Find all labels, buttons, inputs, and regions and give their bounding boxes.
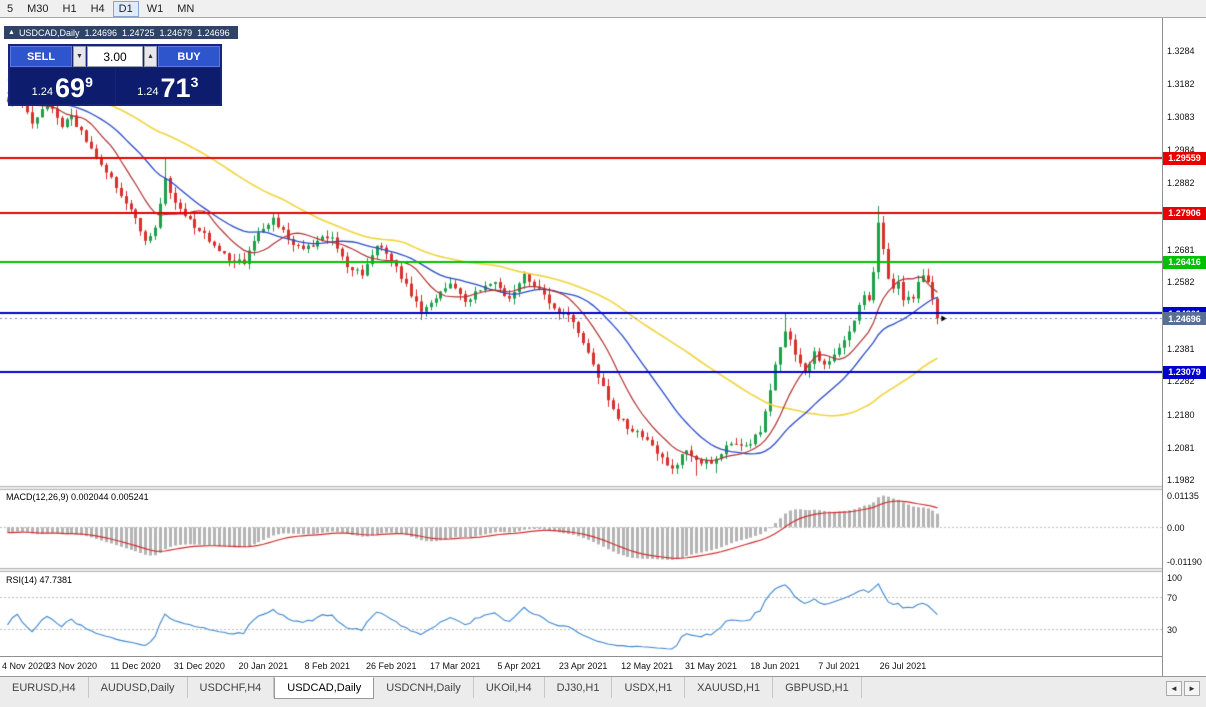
date-axis-tick: 8 Feb 2021 xyxy=(304,661,351,671)
date-axis-tick: 31 May 2021 xyxy=(685,661,738,671)
price-axis-tick: 1.2081 xyxy=(1167,442,1195,453)
ohlc-low: 1.24679 xyxy=(159,27,193,38)
timeframe-button-w1[interactable]: W1 xyxy=(141,1,170,17)
date-axis[interactable]: 4 Nov 2020 23 Nov 2020 11 Dec 2020 31 Dec 2… xyxy=(0,656,1162,676)
chart-title-bar: ▲ USDCAD,Daily 1.24696 1.24725 1.24679 1… xyxy=(4,26,238,39)
price-axis-tick: 1.2984 xyxy=(1167,144,1195,155)
volume-increase-button[interactable]: ▲ xyxy=(144,46,157,67)
collapse-icon[interactable]: ▲ xyxy=(8,29,15,36)
price-axis-tick: 1.3284 xyxy=(1167,45,1195,56)
tab-gbpusd-h1[interactable]: GBPUSD,H1 xyxy=(773,677,862,698)
tab-xauusd-h1[interactable]: XAUUSD,H1 xyxy=(685,677,774,698)
chart-tab-bar: EURUSD,H4 AUDUSD,Daily USDCHF,H4 USDCAD,Dai… xyxy=(0,676,1206,707)
level-tag-1.23079: 1.23079 xyxy=(1163,365,1206,379)
price-axis-tick: 1.2582 xyxy=(1167,277,1195,288)
price-axis-tick: 1.2282 xyxy=(1167,376,1195,387)
tabs-scroll-left-button[interactable]: ◄ xyxy=(1166,681,1182,696)
volume-input[interactable]: 3.00 xyxy=(87,46,143,67)
date-axis-tick: 5 Apr 2021 xyxy=(497,661,541,671)
rsi-label: RSI(14) 47.7381 xyxy=(6,575,73,585)
price-axis-tick: 1.3083 xyxy=(1167,112,1195,123)
date-axis-tick: 4 Nov 2020 xyxy=(2,661,49,671)
tab-dj30-h1[interactable]: DJ30,H1 xyxy=(545,677,613,698)
date-axis-tick: 18 Jun 2021 xyxy=(750,661,800,671)
price-axis-tick: 1.2381 xyxy=(1167,343,1195,354)
timeframe-button-h4[interactable]: H4 xyxy=(85,1,111,17)
rsi-axis-tick: 100 xyxy=(1167,573,1183,583)
date-axis-tick: 26 Jul 2021 xyxy=(879,661,927,671)
volume-decrease-button[interactable]: ▼ xyxy=(73,46,86,67)
chart-canvas[interactable] xyxy=(0,18,1162,656)
tabs-scroll-right-button[interactable]: ► xyxy=(1184,681,1200,696)
sell-price-big: 69 xyxy=(55,72,86,103)
tab-usdcad-daily[interactable]: USDCAD,Daily xyxy=(274,677,375,699)
sell-button[interactable]: SELL xyxy=(10,46,72,67)
level-tag-1.26416: 1.26416 xyxy=(1163,255,1206,269)
ohlc-close: 1.24696 xyxy=(197,27,230,38)
timeframe-toolbar: 5 M30 H1 H4 D1 W1 MN xyxy=(0,0,1206,18)
tab-usdcnh-daily[interactable]: USDCNH,Daily xyxy=(374,677,474,698)
tab-ukoil-h4[interactable]: UKOil,H4 xyxy=(474,677,545,698)
price-axis-tick: 1.2681 xyxy=(1167,244,1195,255)
timeframe-button-d1[interactable]: D1 xyxy=(112,0,139,17)
macd-axis-tick: -0.01190 xyxy=(1167,557,1202,568)
price-axis-tick: 1.3182 xyxy=(1167,79,1195,90)
price-axis-tick: 1.1982 xyxy=(1167,475,1195,486)
buy-price-display[interactable]: 1.24 71 3 xyxy=(115,68,220,104)
chart-symbol-label: USDCAD,Daily xyxy=(18,27,80,38)
sell-price-prefix: 1.24 xyxy=(31,85,54,98)
rsi-axis-tick: 30 xyxy=(1167,625,1178,636)
tab-usdx-h1[interactable]: USDX,H1 xyxy=(612,677,686,698)
timeframe-button-mn[interactable]: MN xyxy=(171,1,200,17)
rsi-axis-tick: 70 xyxy=(1167,592,1178,603)
date-axis-tick: 17 Mar 2021 xyxy=(429,661,481,671)
macd-axis-tick: 0.00 xyxy=(1167,523,1185,534)
one-click-trading-panel: SELL ▼ 3.00 ▲ BUY 1.24 69 9 1.24 71 3 xyxy=(8,44,222,106)
tab-usdchf-h4[interactable]: USDCHF,H4 xyxy=(188,677,275,698)
macd-label: MACD(12,26,9) 0.002044 0.005241 xyxy=(6,492,149,502)
buy-price-pip: 3 xyxy=(190,74,199,90)
sell-price-display[interactable]: 1.24 69 9 xyxy=(10,68,115,104)
level-tag-1.29559: 1.29559 xyxy=(1163,151,1206,165)
date-axis-tick: 23 Nov 2020 xyxy=(45,661,97,671)
date-axis-tick: 26 Feb 2021 xyxy=(365,661,417,671)
buy-price-big: 71 xyxy=(160,72,191,103)
date-axis-tick: 12 May 2021 xyxy=(621,661,674,671)
timeframe-button-h1[interactable]: H1 xyxy=(57,1,83,17)
trade-prices-row: 1.24 69 9 1.24 71 3 xyxy=(10,68,220,104)
macd-axis-tick: 0.01135 xyxy=(1167,490,1199,501)
ohlc-high: 1.24725 xyxy=(122,27,155,38)
date-axis-tick: 20 Jan 2021 xyxy=(238,661,289,671)
level-tag-1.27906: 1.27906 xyxy=(1163,206,1206,220)
price-axis[interactable]: 1.32841.31821.30831.29841.28821.27811.26… xyxy=(1163,18,1206,676)
price-axis-tick: 1.2180 xyxy=(1167,410,1195,421)
buy-price-prefix: 1.24 xyxy=(137,85,159,98)
date-axis-tick: 31 Dec 2020 xyxy=(173,661,225,671)
price-axis-tick: 1.2882 xyxy=(1167,178,1195,189)
tab-audusd-daily[interactable]: AUDUSD,Daily xyxy=(89,677,188,698)
trade-controls-row: SELL ▼ 3.00 ▲ BUY xyxy=(10,46,220,67)
sell-price-pip: 9 xyxy=(85,74,93,90)
axis-separator xyxy=(1162,18,1163,676)
tab-navigation: ◄ ► xyxy=(1166,677,1206,696)
date-axis-tick: 7 Jul 2021 xyxy=(818,661,860,671)
date-axis-tick: 23 Apr 2021 xyxy=(558,661,608,671)
timeframe-button-5[interactable]: 5 xyxy=(1,1,19,17)
ohlc-open: 1.24696 xyxy=(84,27,117,38)
current-price-tag: 1.24696 xyxy=(1163,312,1206,326)
buy-button[interactable]: BUY xyxy=(158,46,220,67)
timeframe-button-m30[interactable]: M30 xyxy=(21,1,54,17)
chart-tabs: EURUSD,H4 AUDUSD,Daily USDCHF,H4 USDCAD,Dai… xyxy=(0,677,862,699)
tab-eurusd-h4[interactable]: EURUSD,H4 xyxy=(0,677,89,698)
date-axis-tick: 11 Dec 2020 xyxy=(110,661,161,671)
